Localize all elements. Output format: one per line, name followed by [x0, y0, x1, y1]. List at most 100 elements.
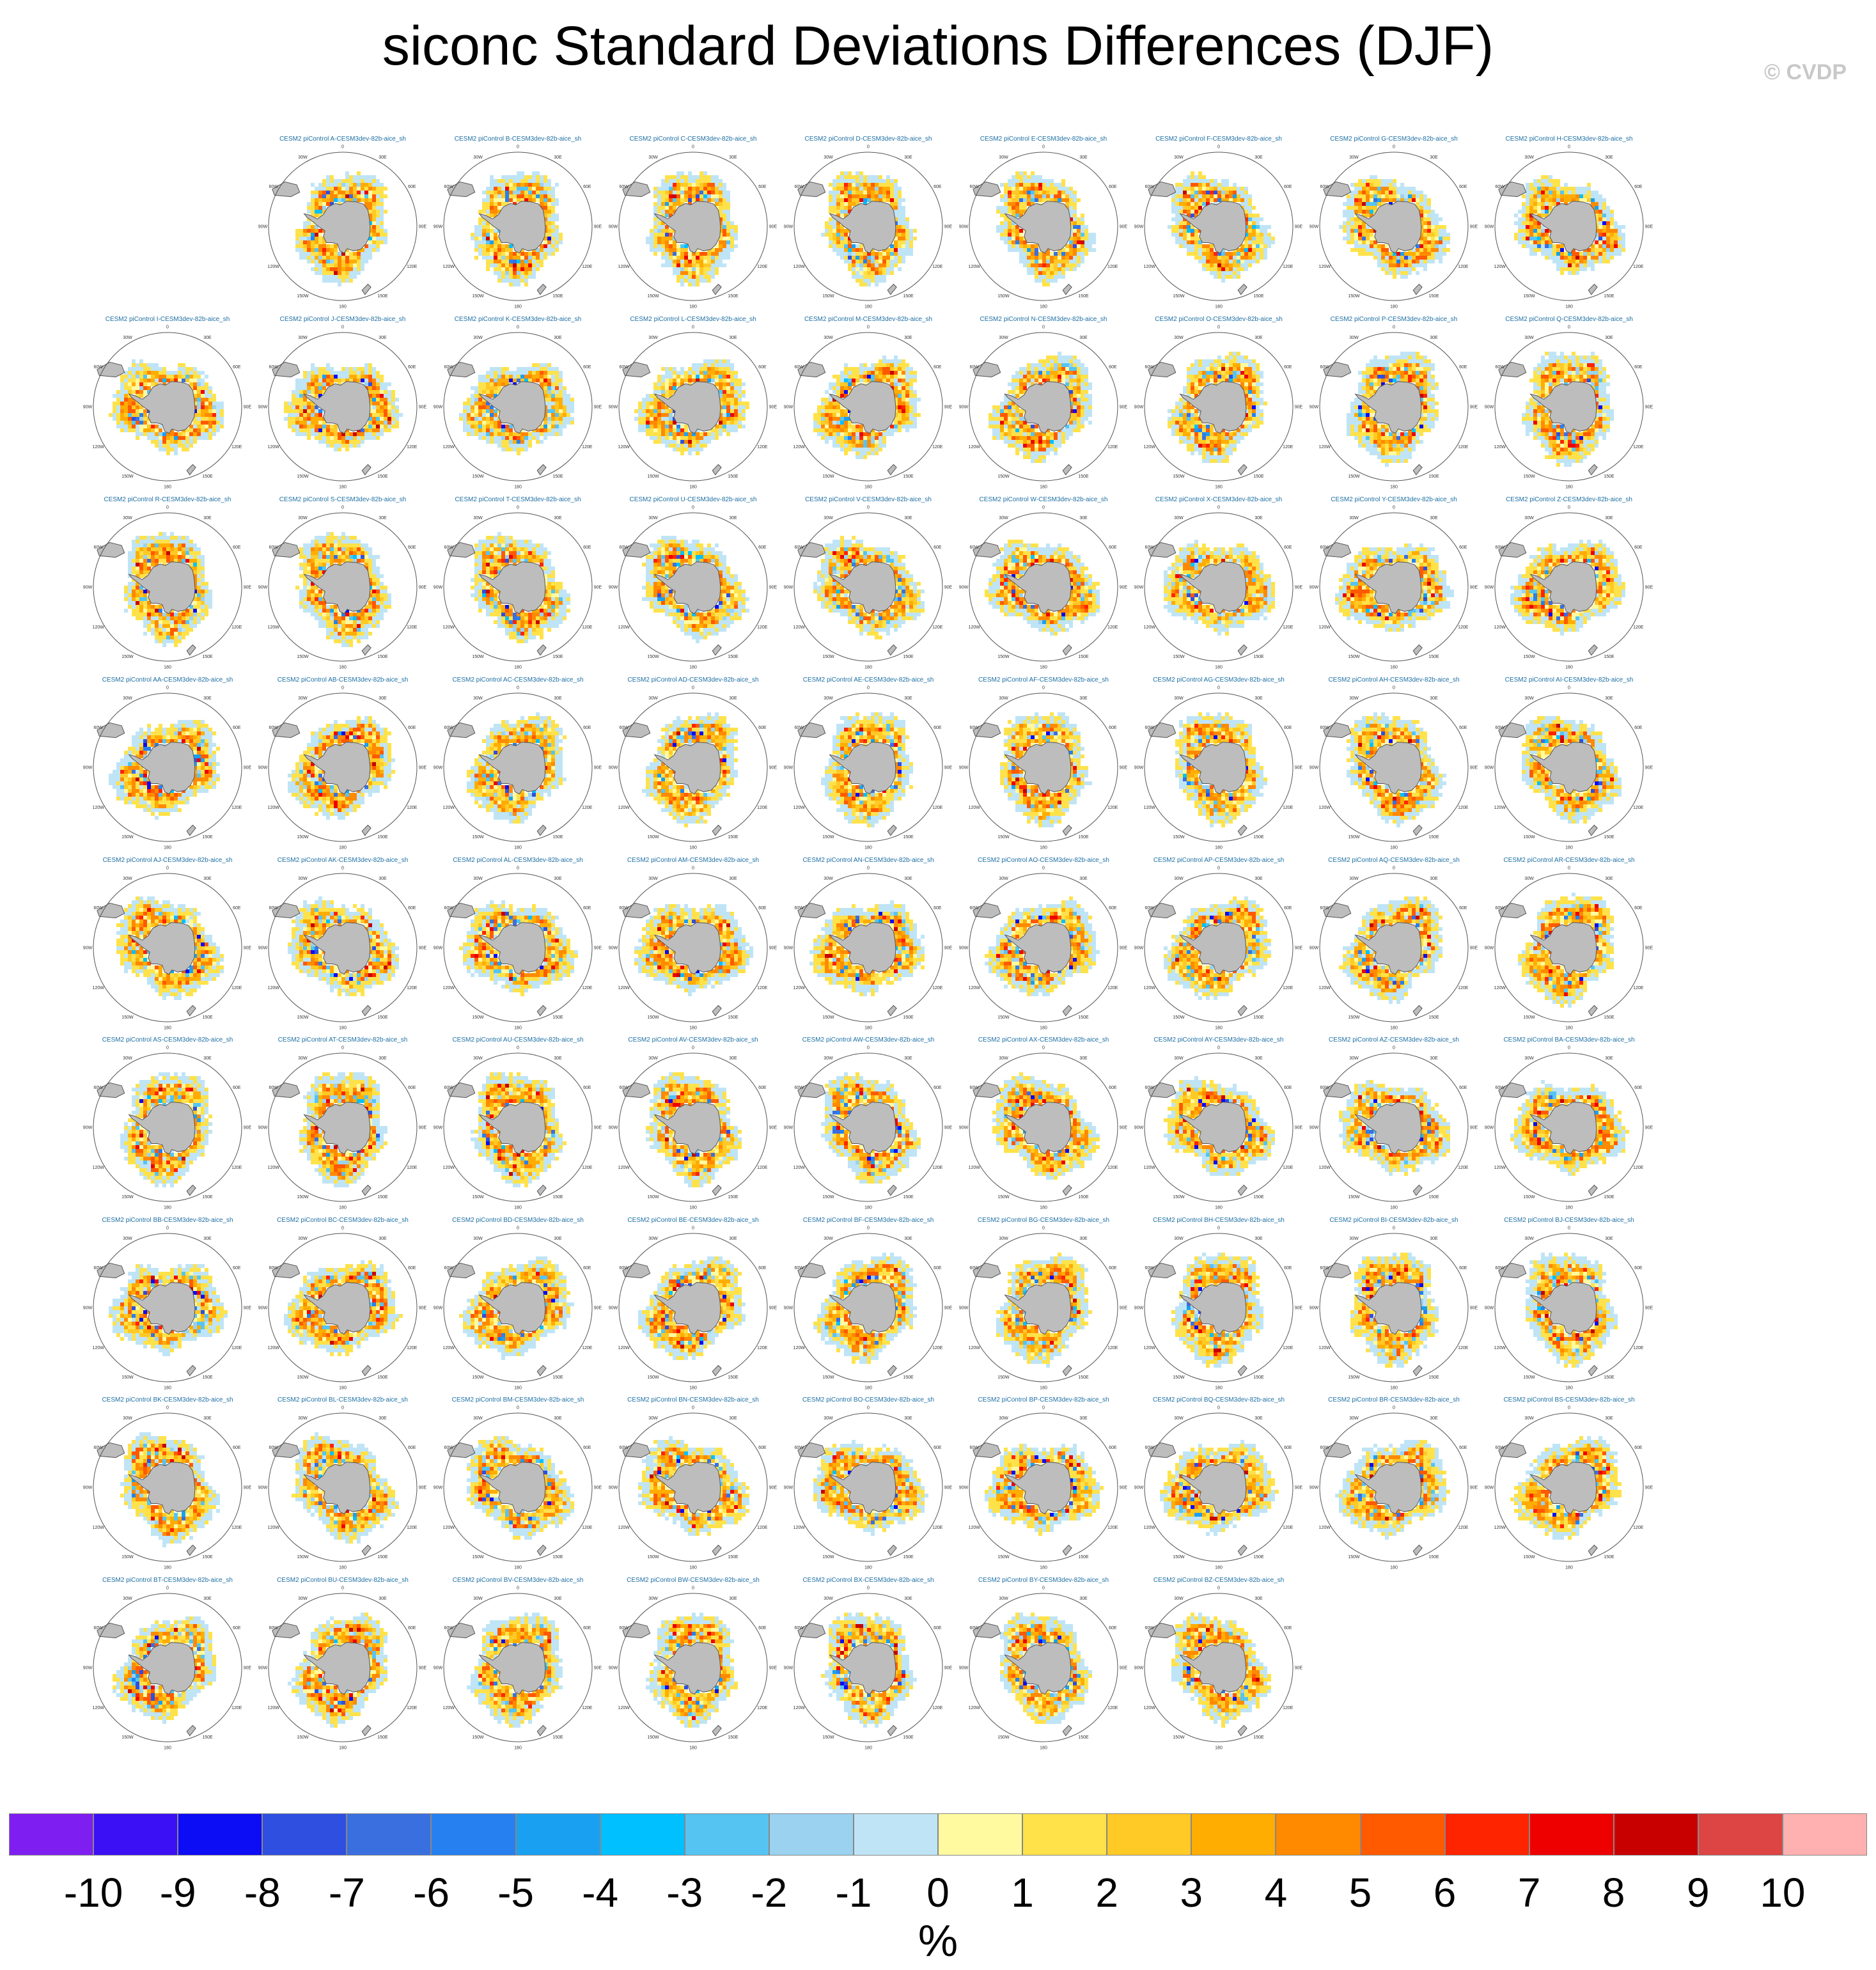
longitude-label: 60E	[758, 1086, 767, 1090]
colorbar-tick-label: 3	[1153, 1867, 1230, 1918]
longitude-label: 60W	[794, 185, 804, 189]
longitude-label: 60W	[269, 1266, 278, 1270]
south-america-land	[797, 1622, 826, 1639]
panel-title: CESM2 piControl BW-CESM3dev-82b-aice_sh	[607, 1577, 779, 1584]
longitude-label: 60E	[1634, 1086, 1643, 1090]
longitude-label: 120W	[1319, 806, 1331, 810]
longitude-label: 60E	[583, 906, 591, 911]
antarctica-land	[1179, 742, 1247, 795]
longitude-label: 90E	[419, 766, 427, 770]
colorbar-tick-label: -6	[393, 1867, 469, 1918]
longitude-label: 0	[1217, 1406, 1220, 1411]
longitude-label: 180	[1040, 1206, 1047, 1210]
longitude-label: 0	[1393, 686, 1395, 691]
longitude-label: 120W	[443, 1346, 455, 1350]
longitude-label: 30W	[999, 155, 1008, 160]
panel-title: CESM2 piControl E-CESM3dev-82b-aice_sh	[957, 136, 1130, 143]
longitude-label: 60W	[269, 906, 278, 911]
longitude-label: 30E	[1605, 336, 1613, 340]
longitude-label: 0	[517, 325, 519, 330]
longitude-label: 30W	[123, 1416, 132, 1421]
new-zealand-land	[1588, 1184, 1598, 1196]
longitude-label: 120E	[1633, 445, 1644, 450]
new-zealand-land	[361, 1184, 371, 1196]
antarctica-land	[1004, 1282, 1072, 1335]
longitude-label: 30W	[1524, 516, 1534, 520]
antarctica-land	[303, 742, 371, 795]
longitude-label: 150W	[297, 655, 309, 659]
longitude-label: 0	[1217, 1046, 1220, 1051]
longitude-label: 150E	[1604, 835, 1614, 840]
longitude-label: 150E	[1253, 655, 1264, 659]
map-panel: CESM2 piControl O-CESM3dev-82b-aice_sh 0 3…	[1132, 316, 1305, 498]
map-boundary	[969, 873, 1118, 1022]
longitude-label: 30E	[904, 877, 912, 881]
colorbar-tick-label: 5	[1322, 1867, 1398, 1918]
south-america-land	[797, 722, 826, 739]
longitude-label: 150W	[997, 1555, 1010, 1560]
new-zealand-land	[361, 1544, 371, 1556]
longitude-label: 60W	[619, 365, 629, 370]
map-boundary	[443, 1412, 593, 1562]
longitude-label: 90W	[1309, 405, 1319, 410]
longitude-label: 30W	[123, 696, 132, 701]
longitude-label: 150W	[297, 1555, 309, 1560]
south-america-land	[973, 1082, 1001, 1098]
longitude-label: 60W	[969, 545, 979, 550]
longitude-label: 0	[1568, 325, 1570, 330]
longitude-label: 60W	[444, 1626, 453, 1630]
south-america-land	[1148, 1262, 1176, 1279]
longitude-label: 30W	[298, 516, 308, 520]
longitude-label: 0	[341, 1586, 344, 1591]
longitude-label: 90W	[1134, 1126, 1144, 1130]
longitude-label: 120E	[582, 1706, 593, 1710]
longitude-label: 30W	[1524, 1056, 1534, 1061]
longitude-label: 120E	[757, 1706, 768, 1710]
longitude-label: 90E	[594, 405, 602, 410]
map-panel: CESM2 piControl BS-CESM3dev-82b-aice_sh 0…	[1483, 1396, 1655, 1579]
colorbar-box	[1191, 1813, 1276, 1856]
longitude-label: 30E	[379, 1237, 387, 1241]
new-zealand-land	[536, 644, 547, 656]
longitude-label: 30E	[1255, 336, 1263, 340]
longitude-label: 120E	[582, 806, 593, 810]
longitude-label: 150W	[1348, 1375, 1360, 1380]
antarctica-land	[1529, 1282, 1597, 1335]
longitude-label: 90W	[784, 1126, 793, 1130]
map-boundary	[93, 512, 242, 662]
longitude-label: 180	[1390, 305, 1398, 309]
longitude-label: 90E	[594, 586, 602, 590]
antarctica-land	[1354, 561, 1422, 614]
south-america-land	[1148, 722, 1176, 739]
longitude-label: 180	[864, 1386, 872, 1391]
colorbar-box	[1444, 1813, 1529, 1856]
longitude-label: 150E	[202, 655, 213, 659]
longitude-label: 150W	[1173, 1555, 1185, 1560]
longitude-label: 150W	[822, 474, 834, 479]
south-america-land	[797, 361, 826, 378]
longitude-label: 180	[164, 846, 171, 850]
panel-title: CESM2 piControl BN-CESM3dev-82b-aice_sh	[607, 1396, 779, 1404]
sea-ice-field	[1518, 893, 1614, 1008]
map-boundary	[793, 1233, 943, 1382]
longitude-label: 60W	[444, 1086, 453, 1090]
longitude-label: 120W	[268, 1526, 280, 1530]
south-america-land	[97, 1442, 125, 1458]
colorbar-tick-label: 0	[900, 1867, 976, 1918]
longitude-label: 180	[1040, 666, 1047, 670]
longitude-label: 30W	[648, 516, 658, 520]
panel-title: CESM2 piControl AP-CESM3dev-82b-aice_sh	[1132, 857, 1305, 864]
longitude-label: 150W	[1523, 294, 1535, 299]
longitude-label: 120W	[1144, 445, 1156, 450]
map-boundary	[443, 512, 593, 662]
new-zealand-land	[536, 464, 547, 476]
panel-title: CESM2 piControl BS-CESM3dev-82b-aice_sh	[1483, 1396, 1655, 1404]
longitude-label: 180	[864, 1566, 872, 1570]
map-boundary	[1319, 873, 1469, 1022]
sea-ice-field	[1339, 896, 1442, 1004]
longitude-label: 120E	[407, 265, 418, 269]
new-zealand-land	[887, 1544, 897, 1556]
